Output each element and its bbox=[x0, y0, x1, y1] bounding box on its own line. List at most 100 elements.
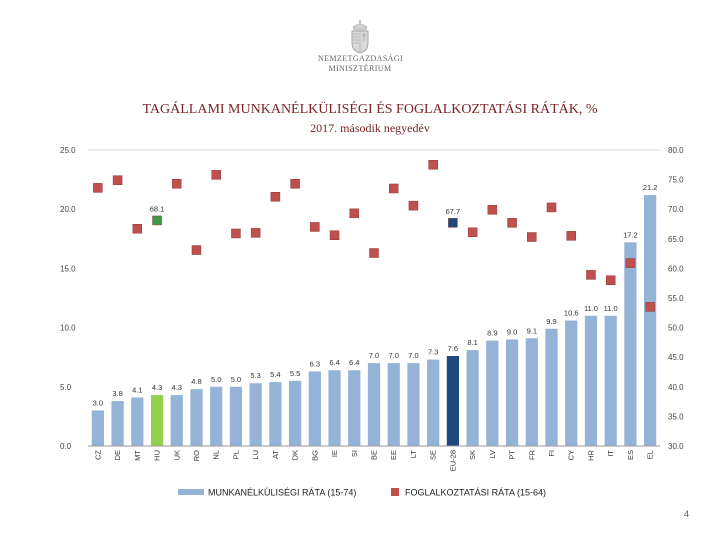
ministry-logo: NEMZETGAZDASÁGI MINISZTÉRIUM bbox=[318, 20, 404, 74]
right-axis-tick-label: 35.0 bbox=[668, 412, 684, 421]
category-tick-label: IT bbox=[606, 450, 615, 457]
marker-si bbox=[349, 208, 360, 219]
bar-bg bbox=[308, 371, 321, 446]
bar-lv bbox=[486, 340, 499, 446]
marker-eu-28 bbox=[448, 218, 458, 228]
bar-it bbox=[604, 315, 617, 446]
bar-uk bbox=[170, 395, 183, 446]
marker-pt bbox=[507, 218, 517, 228]
bar-value-label: 7.0 bbox=[369, 351, 379, 360]
marker-it bbox=[605, 275, 616, 285]
right-axis-tick-label: 70.0 bbox=[668, 205, 684, 214]
bar-value-label: 5.3 bbox=[250, 371, 260, 380]
marker-es bbox=[625, 258, 636, 268]
bar-value-label: 4.1 bbox=[132, 385, 142, 394]
legend-label-unemployment: MUNKANÉLKÜLISÉGI RÁTA (15-74) bbox=[208, 488, 356, 498]
marker-ie bbox=[329, 230, 340, 240]
marker-series bbox=[93, 160, 655, 312]
bar-nl bbox=[210, 386, 223, 446]
marker-de bbox=[112, 175, 123, 185]
bar-es bbox=[624, 242, 637, 446]
marker-lu bbox=[250, 228, 261, 238]
bar-hu bbox=[150, 395, 164, 446]
bar-mt bbox=[131, 397, 144, 446]
marker-mt bbox=[132, 223, 143, 234]
marker-value-label: 68.1 bbox=[150, 204, 165, 213]
bar-dk bbox=[288, 380, 302, 446]
bar-ee bbox=[387, 363, 400, 446]
bar-value-label: 3.8 bbox=[112, 389, 122, 398]
marker-hu bbox=[152, 215, 162, 226]
category-tick-label: CZ bbox=[93, 450, 102, 460]
bar-value-label: 5.5 bbox=[290, 369, 300, 378]
category-tick-label: AT bbox=[271, 450, 280, 459]
category-tick-label: LV bbox=[488, 450, 497, 459]
marker-cz bbox=[93, 183, 103, 193]
marker-lt bbox=[408, 200, 419, 211]
left-axis-tick-label: 15.0 bbox=[60, 264, 76, 273]
bar-value-label: 5.0 bbox=[211, 375, 221, 384]
bar-value-label: 6.4 bbox=[329, 358, 339, 367]
bar-value-label: 4.3 bbox=[152, 383, 162, 392]
logo-line-1: NEMZETGAZDASÁGI bbox=[318, 54, 404, 63]
bar-se bbox=[427, 359, 440, 446]
bar-pl bbox=[229, 386, 243, 446]
marker-ee bbox=[388, 183, 399, 194]
left-axis-tick-label: 20.0 bbox=[60, 205, 76, 214]
legend-label-employment: FOGLALKOZTATÁSI RÁTA (15-64) bbox=[405, 488, 546, 498]
marker-fi bbox=[546, 202, 557, 213]
legend-swatch-marker bbox=[391, 488, 399, 496]
right-axis-tick-label: 55.0 bbox=[668, 294, 684, 303]
right-axis-tick-label: 40.0 bbox=[668, 383, 684, 392]
chart-title: TAGÁLLAMI MUNKANÉLKÜLISÉGI ÉS FOGLALKOZT… bbox=[142, 102, 598, 117]
category-tick-label: IE bbox=[330, 450, 339, 457]
bar-de bbox=[111, 401, 124, 446]
right-axis-tick-label: 50.0 bbox=[668, 324, 684, 333]
axes: 0.0 5.0 10.0 15.0 20.0 25.0 30.0 35.0 40.0 45.0 50… bbox=[60, 146, 684, 471]
bar-at bbox=[269, 382, 282, 446]
marker-lv bbox=[487, 205, 498, 215]
category-tick-label: BE bbox=[370, 450, 379, 460]
bar-value-label: 5.0 bbox=[231, 375, 241, 384]
category-tick-label: EE bbox=[389, 450, 398, 460]
bar-value-label: 5.4 bbox=[270, 370, 280, 379]
left-axis-tick-label: 25.0 bbox=[60, 146, 76, 155]
bar-el bbox=[644, 194, 657, 446]
bar-series bbox=[91, 194, 657, 446]
marker-nl bbox=[211, 170, 221, 180]
bar-fi bbox=[545, 328, 558, 446]
marker-se bbox=[428, 160, 438, 170]
category-tick-label: MT bbox=[133, 450, 142, 461]
category-tick-label: DE bbox=[113, 450, 122, 460]
category-tick-label: EL bbox=[646, 450, 655, 459]
category-tick-label: SE bbox=[429, 450, 438, 460]
left-axis-tick-label: 5.0 bbox=[60, 383, 72, 392]
bar-eu-28 bbox=[446, 356, 460, 446]
marker-uk bbox=[172, 178, 182, 189]
bar-hr bbox=[584, 315, 598, 446]
category-tick-label: CY bbox=[567, 450, 576, 460]
bar-ro bbox=[190, 389, 203, 446]
bar-value-label: 7.0 bbox=[389, 351, 399, 360]
bar-value-label: 11.0 bbox=[584, 304, 598, 313]
bar-labels: 3.0 3.8 4.1 4.3 4.3 4.8 5.0 5.0 5.3 5.4 5.5 6.3 6.4 6… bbox=[93, 183, 658, 407]
bar-value-label: 6.4 bbox=[349, 358, 359, 367]
bar-ie bbox=[328, 370, 341, 446]
marker-sk bbox=[467, 227, 478, 238]
bar-si bbox=[348, 370, 361, 446]
bar-value-label: 7.6 bbox=[448, 344, 458, 353]
marker-value-label: 67.7 bbox=[446, 207, 461, 216]
category-tick-label: PT bbox=[508, 450, 517, 460]
logo-line-2: MINISZTÉRIUM bbox=[328, 64, 392, 73]
bar-value-label: 4.8 bbox=[191, 377, 201, 386]
bar-value-label: 7.3 bbox=[428, 348, 438, 357]
bar-value-label: 9.0 bbox=[507, 327, 517, 336]
bar-pt bbox=[505, 339, 519, 446]
right-axis-tick-label: 30.0 bbox=[668, 442, 684, 451]
marker-dk bbox=[290, 178, 300, 189]
right-axis-tick-label: 80.0 bbox=[668, 146, 684, 155]
bar-value-label: 11.0 bbox=[604, 304, 618, 313]
legend: MUNKANÉLKÜLISÉGI RÁTA (15-74) FOGLALKOZTA… bbox=[178, 488, 546, 498]
category-tick-label: HU bbox=[153, 450, 162, 461]
marker-hr bbox=[586, 270, 596, 280]
